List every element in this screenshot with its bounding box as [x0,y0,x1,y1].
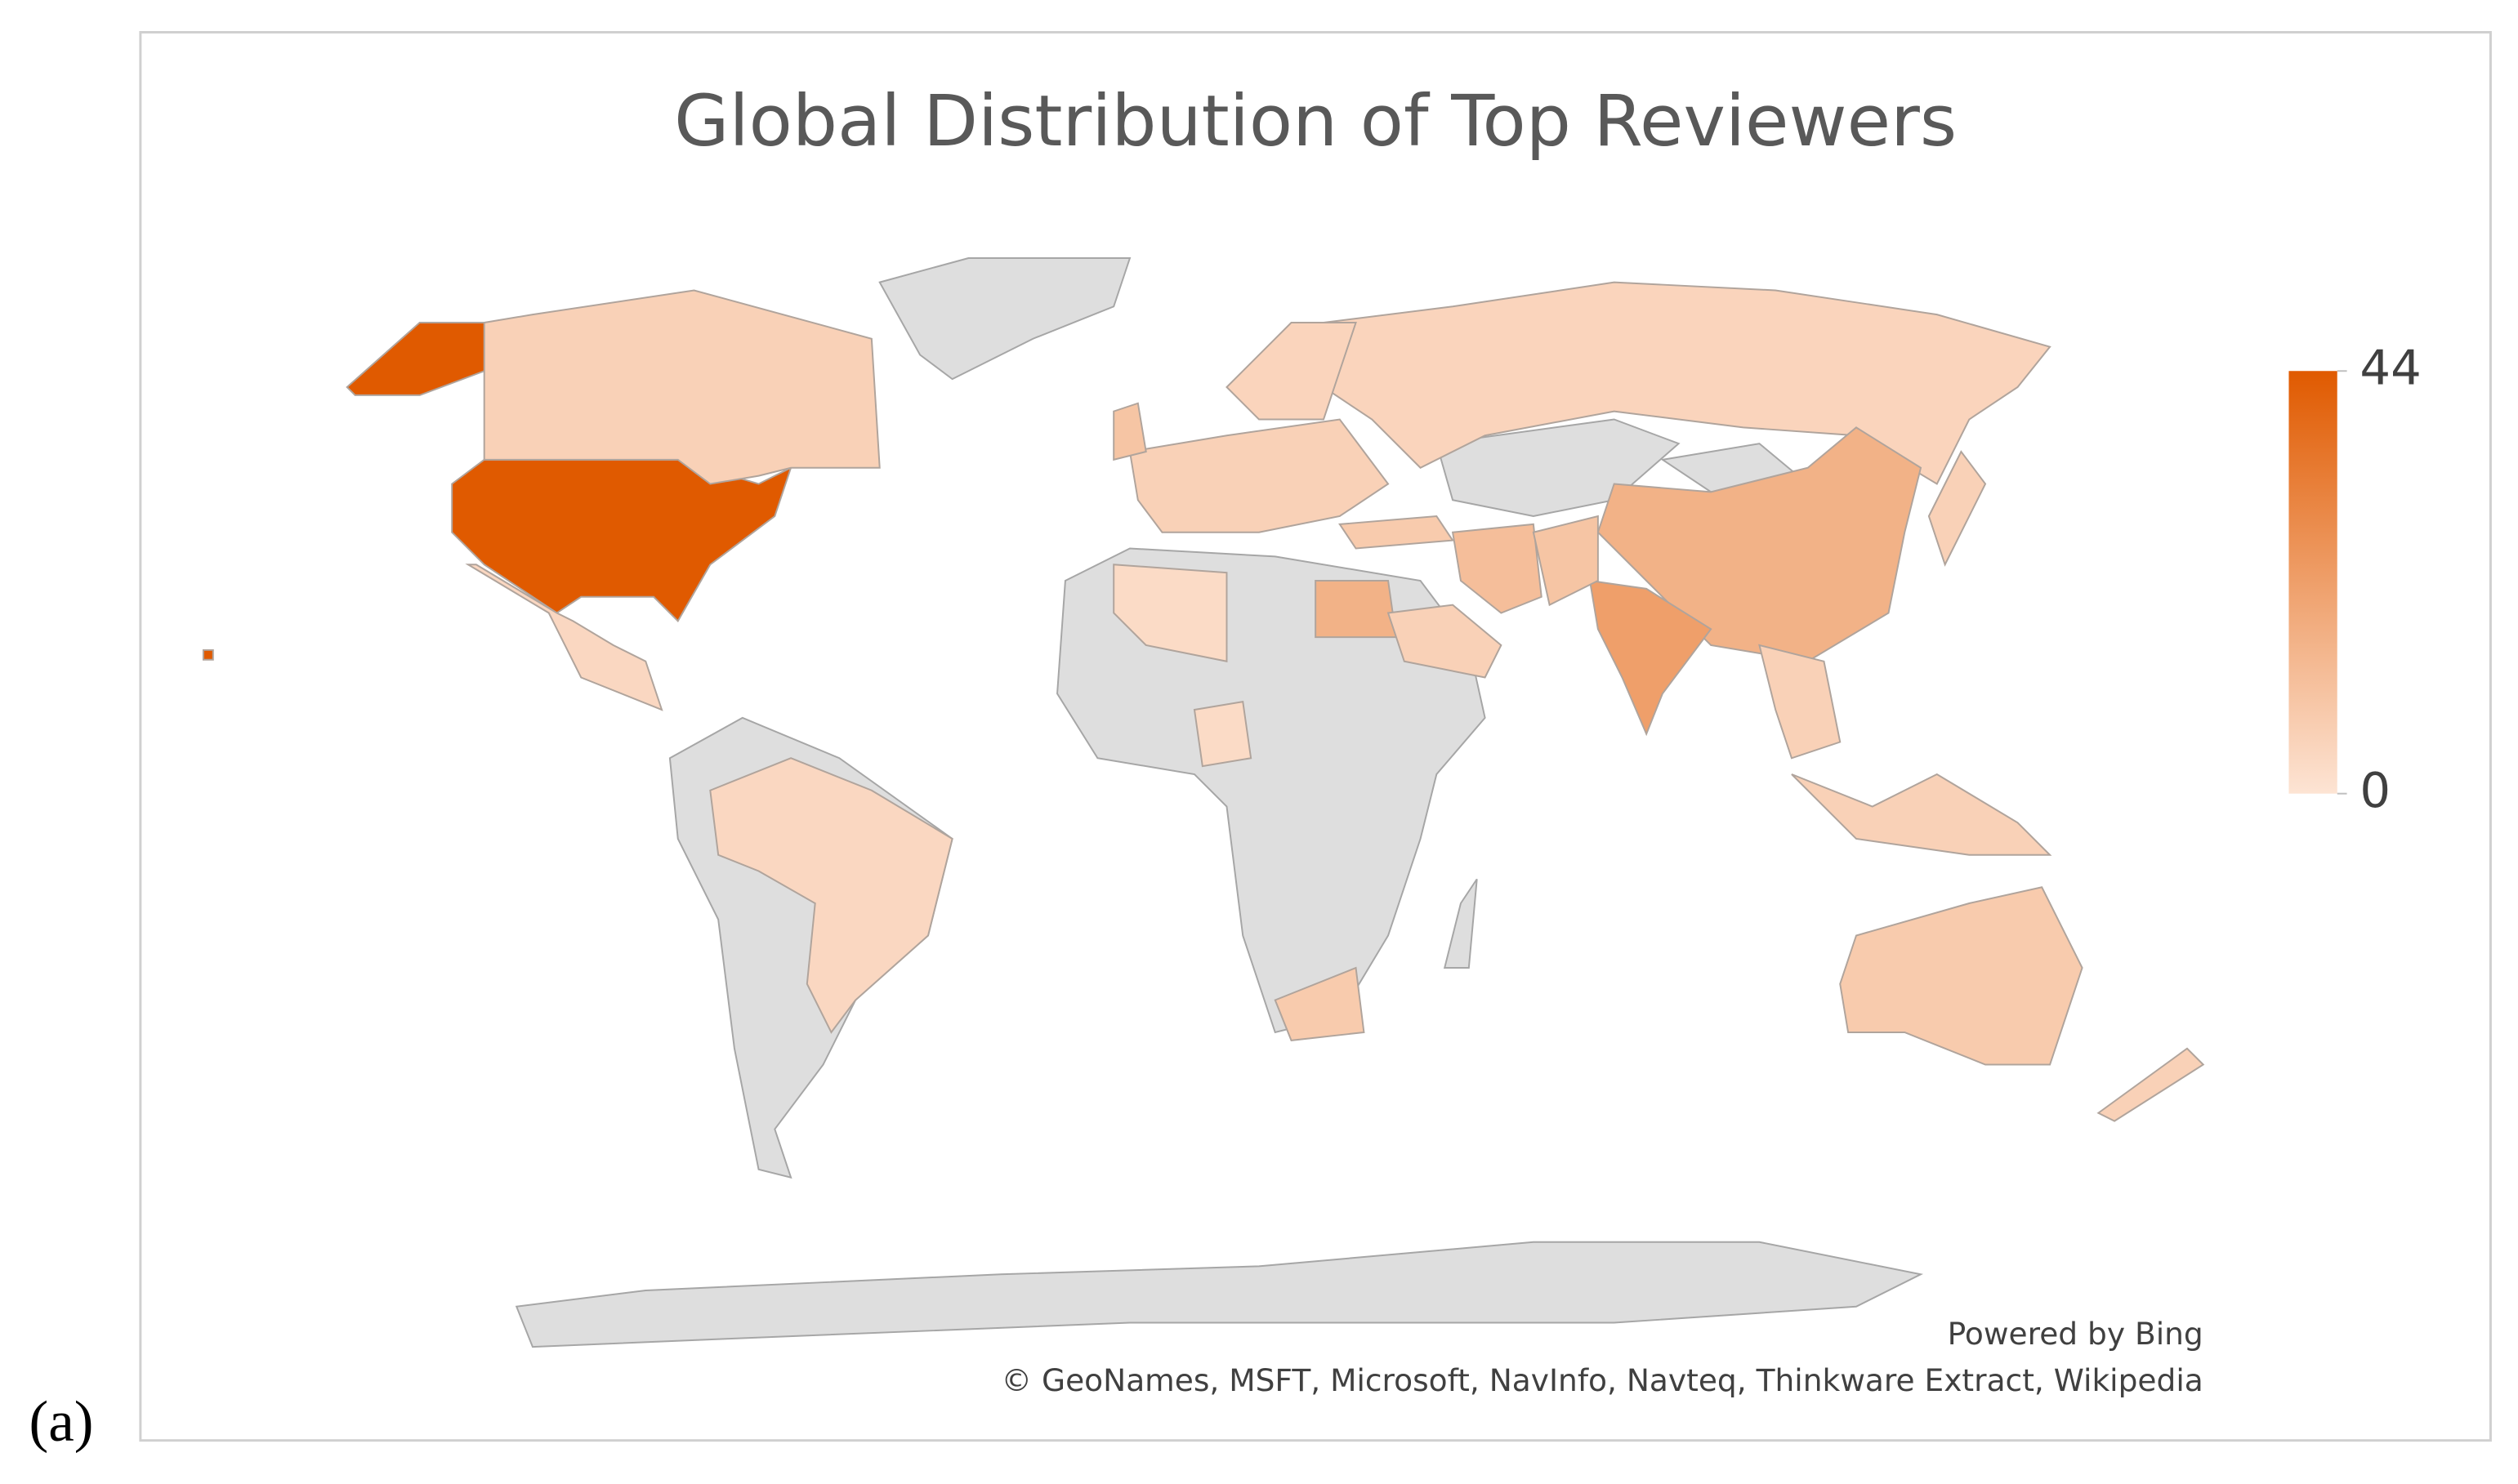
region [1839,886,2083,1066]
region [1274,966,1365,1041]
region [1338,515,1454,550]
land [1056,547,1486,1034]
scale-label: 44 [2360,339,2421,395]
region [1113,402,1147,461]
region [465,564,663,711]
region [1386,604,1502,679]
chart-title: Global Distribution of Top Reviewers [674,80,1957,163]
land [1443,878,1478,969]
region [1323,281,2051,485]
region [1532,515,1599,607]
region [1596,426,1922,662]
region [1791,773,2052,856]
land [515,1241,1924,1348]
region [202,648,214,661]
legend: 0 44 [2337,339,2422,818]
land [878,257,1132,381]
region [1113,564,1228,662]
region [1128,418,1390,533]
region [709,757,953,1034]
region [1315,580,1398,639]
scale-label: 0 [2360,762,2391,818]
region [1758,644,1842,760]
region [1451,523,1542,614]
region [1226,322,1357,421]
region [1193,700,1252,768]
panel-label: (a) [29,1390,94,1454]
credit: © GeoNames, MSFT, Microsoft, NavInfo, Na… [1002,1362,2203,1398]
regions [202,281,2205,1122]
region [1588,579,1712,737]
credit: Powered by Bing [1948,1316,2203,1352]
color-scale [2288,371,2337,794]
region [1927,450,1987,567]
region [483,289,881,485]
base-land [515,257,1924,1348]
region [2096,1047,2205,1122]
